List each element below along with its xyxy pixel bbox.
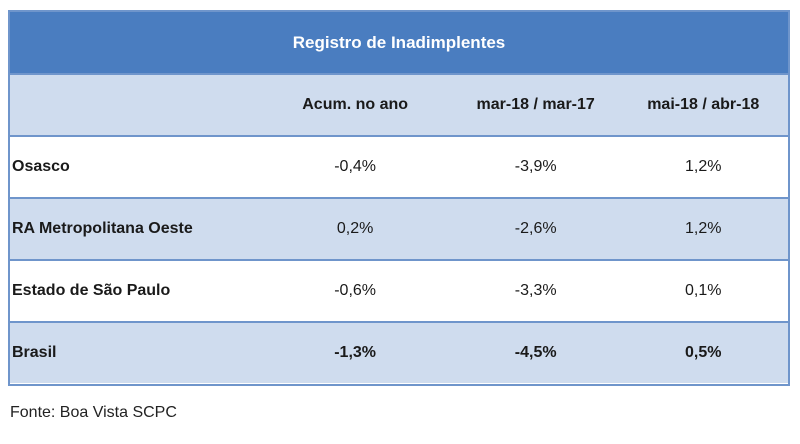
row-region: Brasil — [12, 344, 57, 361]
header-mar18-mar17: mar-18 / mar-17 — [476, 96, 595, 113]
table-row: Brasil -1,3% -4,5% 0,5% — [10, 323, 788, 383]
row-mom: 0,1% — [685, 282, 722, 299]
delinquency-table: Registro de Inadimplentes Acum. no ano m… — [8, 10, 790, 386]
row-acum: 0,2% — [336, 220, 374, 237]
row-yoy: -2,6% — [514, 220, 557, 237]
table-row: Estado de São Paulo -0,6% -3,3% 0,1% — [10, 261, 788, 323]
row-region: Estado de São Paulo — [12, 282, 171, 299]
source-footnote: Fonte: Boa Vista SCPC — [10, 404, 177, 421]
row-yoy: -3,3% — [514, 282, 557, 299]
row-region: Osasco — [12, 158, 70, 175]
row-mom: 0,5% — [685, 344, 722, 361]
row-acum: -0,6% — [334, 282, 377, 299]
row-yoy: -3,9% — [514, 158, 557, 175]
row-yoy: -4,5% — [514, 344, 557, 361]
row-region: RA Metropolitana Oeste — [12, 220, 193, 237]
header-region — [10, 75, 257, 135]
row-acum: -0,4% — [334, 158, 377, 175]
table-header-row: Acum. no ano mar-18 / mar-17 mai-18 / ab… — [10, 75, 788, 137]
row-acum: -1,3% — [334, 344, 377, 361]
row-mom: 1,2% — [685, 220, 722, 237]
table-row: Osasco -0,4% -3,9% 1,2% — [10, 137, 788, 199]
row-mom: 1,2% — [685, 158, 722, 175]
header-mai18-abr18: mai-18 / abr-18 — [647, 96, 760, 113]
table-title: Registro de Inadimplentes — [10, 12, 788, 75]
header-acum-no-ano: Acum. no ano — [302, 96, 409, 113]
table-row: RA Metropolitana Oeste 0,2% -2,6% 1,2% — [10, 199, 788, 261]
